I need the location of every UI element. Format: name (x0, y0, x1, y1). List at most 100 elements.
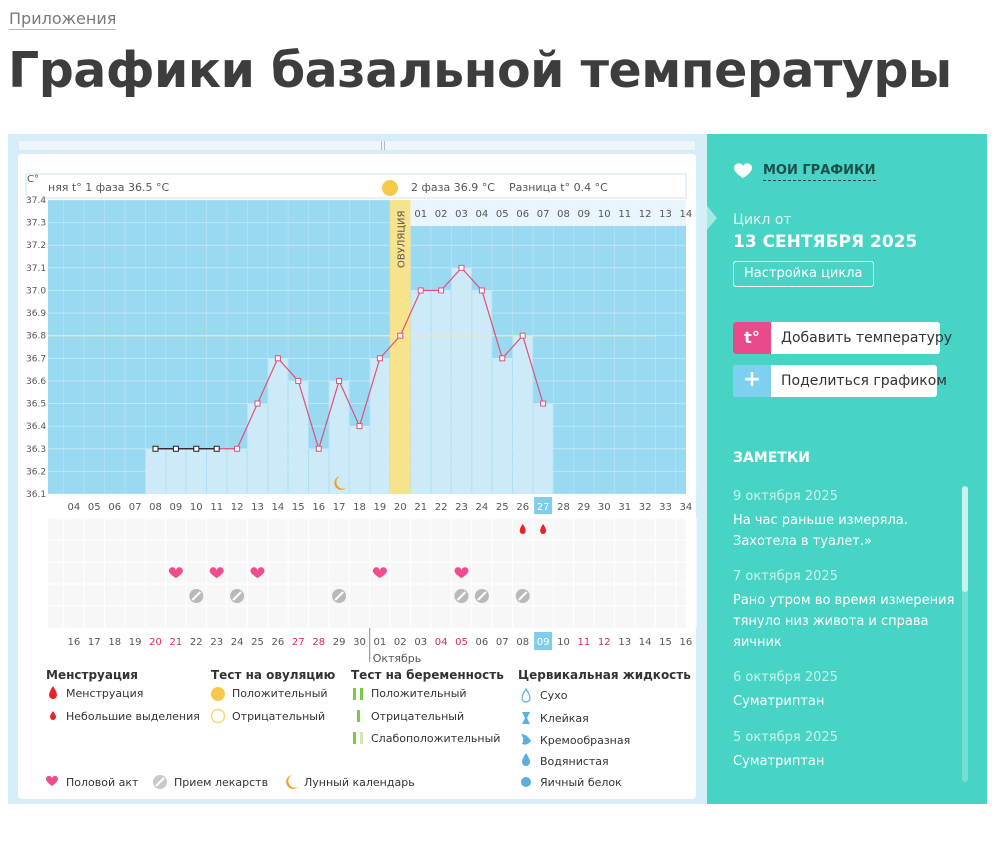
cycle-day-label: 12 (231, 502, 244, 513)
date-label: 15 (659, 637, 672, 648)
note-text: Суматриптан (733, 694, 825, 709)
plot-area: ОВУЛЯЦИЯ 01 02 03 04 05 06 07 08 09 10 11 12 13 14 04 05… (42, 199, 697, 665)
temperature-point (315, 445, 322, 452)
scroll-grip-icon[interactable]: || (380, 141, 387, 151)
date-label: 12 (598, 637, 611, 648)
date-label: 08 (516, 637, 529, 648)
medication-pill-stripe (232, 591, 242, 601)
temperature-bar (207, 448, 227, 494)
day-strip (410, 200, 686, 226)
temperature-point (376, 355, 383, 362)
phase-day-label: 13 (659, 209, 672, 220)
temperature-point (458, 264, 465, 271)
temperature-point (478, 287, 485, 294)
month-label: Октябрь (373, 652, 422, 665)
phase-day-label: 06 (516, 209, 529, 220)
phase-day-label: 01 (414, 209, 427, 220)
phase-day-label: 03 (455, 209, 468, 220)
spotting-drop-icon (519, 524, 526, 534)
cycle-day-label: 33 (659, 502, 672, 513)
temperature-point (540, 400, 547, 407)
legend-intercourse: Половой акт (66, 776, 139, 789)
page-title: Графики базальной температуры (8, 42, 952, 99)
cycle-day-label: 11 (210, 502, 223, 513)
temperature-bar (492, 358, 512, 494)
left-fade (18, 196, 48, 666)
notes-scrollbar[interactable] (962, 486, 968, 782)
horizontal-scrollbar[interactable] (18, 140, 696, 151)
y-tick-label: 36.6 (26, 377, 46, 387)
heart-icon (734, 163, 752, 178)
note-date: 9 октября 2025 (733, 489, 838, 504)
share-chart-button[interactable]: + Поделиться графиком (733, 365, 947, 397)
temperature-bar (533, 403, 553, 494)
y-axis: 36.1 36.2 36.3 36.4 36.5 36.6 36.7 36.8 36.9 37.0… (26, 196, 46, 500)
add-temperature-button[interactable]: t° Добавить температуру (733, 322, 952, 354)
phase-day-label: 04 (476, 209, 489, 220)
cycle-day-label: 16 (312, 502, 325, 513)
date-label: 21 (170, 637, 183, 648)
y-tick-label: 36.2 (26, 467, 46, 477)
medication-pill-stripe (517, 591, 528, 601)
date-label: 05 (455, 637, 468, 648)
temperature-bar (227, 448, 247, 494)
date-label: 06 (476, 637, 489, 648)
phase-day-label: 02 (435, 209, 448, 220)
intercourse-heart-icon (454, 567, 469, 578)
cycle-day-row (48, 494, 686, 516)
cycle-day-label: 13 (251, 502, 264, 513)
cycle-day-label: 09 (170, 502, 183, 513)
cycle-day-label: 10 (190, 502, 203, 513)
cycle-day-label: 05 (88, 502, 101, 513)
temperature-point (519, 332, 526, 339)
cycle-day-label: 24 (476, 502, 489, 513)
temperature-bar (370, 358, 390, 494)
legend-pregnancy-weak: Слабоположительный (371, 732, 501, 745)
cycle-day-label: 08 (149, 502, 162, 513)
legend-moon: Лунный календарь (304, 776, 415, 789)
legend-ovulation-title: Тест на овуляцию (211, 668, 336, 682)
legend-pregnancy-negative: Отрицательный (371, 710, 465, 723)
cycle-settings-button[interactable]: Настройка цикла (733, 261, 874, 287)
temperature-point (295, 377, 302, 384)
temperature-point (193, 445, 200, 452)
phase-day-label: 11 (618, 209, 631, 220)
cycle-day-label: 14 (272, 502, 285, 513)
cycle-day-label: 04 (68, 502, 81, 513)
today-date-highlight (534, 632, 553, 650)
phase-day-label: 09 (578, 209, 591, 220)
date-label: 07 (496, 637, 509, 648)
legend-cervical-sticky: Клейкая (540, 712, 589, 725)
note-item[interactable]: 9 октября 2025 На час раньше измеряла. З… (733, 489, 955, 552)
ovulation-sun-icon (382, 180, 398, 196)
date-label: 29 (333, 637, 346, 648)
breadcrumb-link[interactable]: Приложения (9, 9, 117, 30)
note-item[interactable]: 7 октября 2025 Рано утром во время измер… (733, 569, 955, 653)
markers-grid (48, 518, 686, 628)
note-item[interactable]: 6 октября 2025 Суматриптан (733, 670, 955, 712)
phase-day-label: 10 (598, 209, 611, 220)
medication-pill-stripe (191, 591, 202, 601)
notes-scrollbar-thumb[interactable] (962, 486, 968, 592)
cycle-day-label: 18 (353, 502, 366, 513)
date-label: 20 (149, 637, 162, 648)
cycle-day-label: 17 (333, 502, 346, 513)
temperature-bar (411, 290, 431, 494)
legend-ovulation-positive: Положительный (232, 687, 328, 700)
temperature-point (417, 287, 424, 294)
cycle-day-label: 27 (537, 502, 550, 513)
note-item[interactable]: 5 октября 2025 Суматриптан (733, 730, 955, 772)
date-row (48, 630, 686, 652)
note-text: Суматриптан (733, 754, 825, 769)
y-tick-label: 36.9 (26, 309, 46, 319)
date-label: 04 (435, 637, 448, 648)
y-tick-label: 36.5 (26, 400, 46, 410)
my-charts-link[interactable]: МОИ ГРАФИКИ (763, 162, 876, 181)
difference-label: Разница t° 0.4 °C (509, 181, 608, 194)
y-tick-label: 37.4 (26, 196, 46, 206)
y-tick-label: 37.3 (26, 219, 46, 229)
date-label: 16 (68, 637, 81, 648)
plus-icon: + (733, 365, 771, 397)
note-date: 5 октября 2025 (733, 730, 838, 745)
phase-day-label: 07 (537, 209, 550, 220)
